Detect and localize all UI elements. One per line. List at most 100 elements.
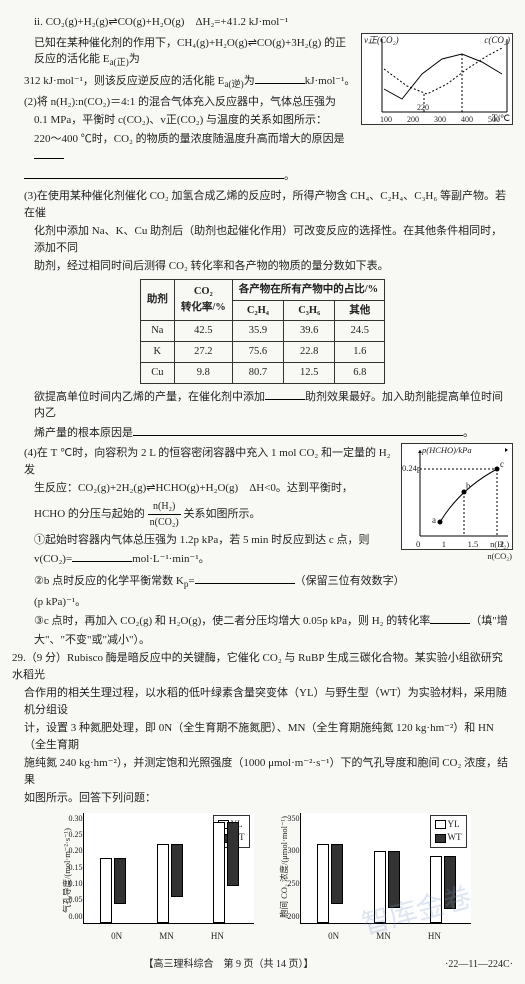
blank: [255, 72, 305, 84]
xt: 1.5: [468, 538, 479, 551]
footer-code: ·22—11—224C·: [445, 957, 513, 972]
t: （填"增: [470, 615, 508, 627]
xticks-l: 0NMNHN: [93, 930, 243, 944]
page-footer: 【高三理科综合 第 9 页（共 14 页）】 ·22—11—224C·: [12, 957, 513, 972]
p3d: 欲提高单位时间内乙烯的产量，在催化剂中添加助剂效果最好。加入助剂能提高单位时间内…: [12, 388, 513, 422]
blank: [430, 612, 470, 624]
blank: [34, 147, 64, 159]
xt: 200: [407, 114, 419, 126]
yval: 0.24p: [402, 462, 421, 475]
ylabel-l: v正(CO₂): [364, 34, 399, 48]
td: 27.2: [174, 342, 232, 363]
blank-long: [24, 167, 284, 179]
pt-a: a: [432, 514, 436, 528]
chart-area-l: YL WT: [83, 813, 254, 924]
t: 烯产量的根本原因是: [34, 427, 133, 439]
ylabel-r: c(CO₂): [484, 34, 510, 48]
p3b: 化剂中添加 Na、K、Cu 助剂后（助剂也起催化作用）可改变反应的选择性。在其他…: [12, 223, 513, 256]
t: ③c 点时，再加入 CO₂(g) 和 H₂O(g)，使二者分压均增大 0.05p…: [34, 615, 430, 627]
chart-co2-temp: v正(CO₂) c(CO₂) T/℃ 100 200 300 400 500 2…: [361, 33, 513, 125]
blank: [265, 388, 305, 400]
td: K: [140, 342, 174, 363]
chart-svg: [402, 444, 512, 549]
p3c: 助剂，经过相同时间后测得 CO₂ 转化率和各产物的物质的量分数如下表。: [12, 258, 513, 275]
p2c: 220～400 ℃时，CO₂ 的物质的量浓度随温度升高而增大的原因是: [12, 131, 357, 165]
blank: [195, 572, 295, 584]
table-row: Na42.535.939.624.5: [140, 321, 384, 342]
yticks-r: 200250300350: [282, 813, 300, 923]
frac: n(H₂) n(CO₂): [148, 499, 181, 530]
blank: [72, 550, 132, 562]
t: 已知在某种催化剂的作用下，CH₄(g)+H₂O(g)⇌CO(g)+3H₂(g) …: [34, 37, 346, 66]
t: 为: [244, 75, 255, 87]
xt: 500: [488, 114, 500, 126]
xticks-r: 0NMNHN: [310, 930, 460, 944]
td: 35.9: [232, 321, 283, 342]
td: 24.5: [335, 321, 385, 342]
p4iii: ③c 点时，再加入 CO₂(g) 和 H₂O(g)，使二者分压均增大 0.05p…: [12, 612, 513, 630]
t: 为: [129, 53, 140, 65]
xlabel: n(H₂) n(CO₂): [487, 538, 512, 564]
lg: YL: [448, 819, 460, 829]
xt: 0: [416, 538, 420, 551]
xt: 1: [442, 538, 446, 551]
td: 6.8: [335, 362, 385, 383]
t: 。: [284, 170, 295, 182]
xticks: 100 200 300 400 500: [380, 114, 500, 126]
td: 9.8: [174, 362, 232, 383]
td: 12.5: [284, 362, 335, 383]
td: 1.6: [335, 342, 385, 363]
td: 22.8: [284, 342, 335, 363]
td: 75.6: [232, 342, 283, 363]
p4c: HCHO 的分压与起始的 n(H₂) n(CO₂) 关系如图所示。: [12, 499, 397, 530]
eq-ii: ii. CO₂(g)+H₂(g)⇌CO(g)+H₂O(g) ΔH₂=+41.2 …: [12, 14, 513, 31]
q29-l4: 施纯氮 240 kg·hm⁻²），并测定饱和光照强度（1000 μmol·m⁻²…: [12, 755, 513, 788]
q29-l3: 计，设置 3 种氮肥处理，即 0N（全生育期不施氮肥）、MN（全生育期施纯氮 1…: [12, 720, 513, 753]
pt-c: c: [500, 458, 504, 472]
p4i: ①起始时容器内气体总压强为 1.2p kPa，若 5 min 时反应到达 c 点…: [12, 532, 397, 549]
frac-bot: n(CO₂): [148, 515, 181, 530]
td: 39.6: [284, 321, 335, 342]
t: 生反应：CO₂(g)+2H₂(g)⇌HCHO(g)+H₂O(g) ΔH<0。达到…: [34, 482, 353, 494]
sub: a(正): [109, 57, 128, 67]
p2b: 0.1 MPa，平衡时 c(CO₂)、v正(CO₂) 与温度的关系如图所示：: [12, 112, 357, 129]
sub: a(逆): [224, 79, 243, 89]
p4i2: v(CO₂)=mol·L⁻¹·min⁻¹。: [12, 550, 397, 568]
t: mol·L⁻¹·min⁻¹。: [132, 553, 209, 565]
chart-svg: [362, 34, 512, 124]
q29-l5: 如图所示。回答下列问题：: [12, 790, 513, 807]
chart-area-r: YL WT: [300, 813, 471, 924]
table-row: Cu9.880.712.56.8: [140, 362, 384, 383]
p4a: (4)在 T ℃时，向容积为 2 L 的恒容密闭容器中充入 1 mol CO₂ …: [12, 445, 397, 478]
p2c-line: 。: [12, 167, 357, 185]
bar-chart-right: 胞间 CO₂ 浓度/(μmol·mol⁻¹) YL WT 20025030035…: [272, 813, 471, 944]
blank: [133, 424, 463, 436]
th: C₂H₄: [232, 300, 283, 321]
footer-text: 【高三理科综合 第 9 页（共 14 页）】: [144, 959, 314, 970]
frac-top: n(H₂): [148, 499, 181, 515]
th: 助剂: [140, 279, 174, 321]
line1: 已知在某种催化剂的作用下，CH₄(g)+H₂O(g)⇌CO(g)+3H₂(g) …: [12, 35, 357, 70]
th: C₃H₆: [284, 300, 335, 321]
bar-chart-left: 气孔导度/(mol·m⁻²·s⁻¹) YL WT 0.000.050.100.1…: [55, 813, 254, 944]
t: 关系如图所示。: [183, 508, 260, 520]
pt-b: b: [466, 480, 471, 494]
th: 其他: [335, 300, 385, 321]
q29-head: 29.（9 分）Rubisco 酶是暗反应中的关键酶，它催化 CO₂ 与 RuB…: [12, 650, 513, 683]
p2a: (2)将 n(H₂):n(CO₂)＝4:1 的混合气体充入反应器中，气体总压强为: [12, 94, 357, 111]
xt: 300: [434, 114, 446, 126]
additive-table: 助剂 CO₂ 转化率/% 各产物在所有产物中的占比/% C₂H₄ C₃H₆ 其他…: [140, 279, 385, 384]
td: 42.5: [174, 321, 232, 342]
line1b: 312 kJ·mol⁻¹，则该反应逆反应的活化能 Ea(逆)为kJ·mol⁻¹。: [12, 72, 357, 92]
lg: WT: [448, 832, 462, 842]
legend: YL WT: [430, 815, 467, 848]
t: 欲提高单位时间内乙烯的产量，在催化剂中添加: [34, 391, 265, 403]
xt: 400: [461, 114, 473, 126]
td: Na: [140, 321, 174, 342]
t: 。: [463, 427, 474, 439]
t: HCHO 的分压与起始的: [34, 508, 145, 520]
p4ii: ②b 点时反应的化学平衡常数 Kp=（保留三位有效数字）: [12, 572, 513, 592]
th: 各产物在所有产物中的占比/%: [232, 279, 384, 300]
p3e: 烯产量的根本原因是 。: [12, 424, 513, 442]
chart-hcho: p(HCHO)/kPa 0.24p 0 1 1.5 2 n(H₂) n(CO₂)…: [401, 443, 513, 550]
